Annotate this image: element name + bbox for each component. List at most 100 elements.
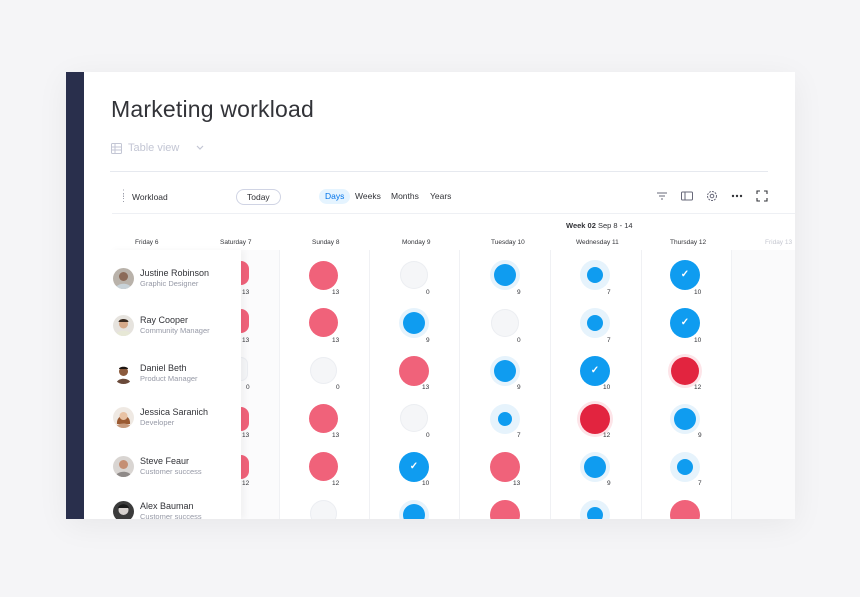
- avatar: [113, 268, 134, 289]
- header-divider: [110, 171, 768, 172]
- workload-bubble[interactable]: ✓: [670, 260, 700, 290]
- board-card: Marketing workload Table view ⋮ ⋮ Workloa…: [66, 72, 795, 519]
- workload-bubble[interactable]: [670, 452, 700, 482]
- person-row[interactable]: Jessica Saranich Developer: [110, 407, 241, 447]
- chevron-down-icon: [196, 145, 204, 150]
- workload-bubble[interactable]: [580, 404, 610, 434]
- day-header: Wednesday 11: [576, 239, 619, 246]
- workload-count: 13: [332, 432, 340, 439]
- person-role: Product Manager: [140, 374, 198, 383]
- workload-bubble[interactable]: [309, 404, 338, 433]
- workload-count: 9: [517, 289, 521, 296]
- timeline-top-border: [112, 213, 795, 214]
- workload-bubble[interactable]: [580, 260, 610, 290]
- workload-count: 7: [517, 432, 521, 439]
- workload-bubble[interactable]: [490, 404, 520, 434]
- workload-bubble[interactable]: [490, 500, 520, 519]
- workload-count: 13: [422, 384, 430, 391]
- fullscreen-icon[interactable]: [755, 189, 769, 203]
- workload-count: 12: [332, 480, 340, 487]
- column-separator: [641, 250, 642, 519]
- workload-count: 12: [694, 384, 702, 391]
- day-header: Tuesday 10: [491, 239, 525, 246]
- person-name: Alex Bauman: [140, 501, 194, 511]
- column-separator: [459, 250, 460, 519]
- scale-months[interactable]: Months: [391, 191, 419, 201]
- view-selector[interactable]: Table view: [111, 142, 207, 154]
- workload-bubble[interactable]: [309, 261, 338, 290]
- person-row[interactable]: Steve Feaur Customer success: [110, 456, 241, 496]
- workload-toolbar: ⋮ ⋮ Workload Today Days Weeks Months Year…: [110, 187, 775, 207]
- workload-count: 0: [426, 432, 430, 439]
- workload-bubble[interactable]: [399, 308, 429, 338]
- person-row[interactable]: Alex Bauman Customer success: [110, 501, 241, 519]
- workload-bubble[interactable]: [399, 356, 429, 386]
- workload-count: 7: [698, 480, 702, 487]
- drag-handle-icon[interactable]: ⋮ ⋮: [119, 188, 128, 203]
- today-button[interactable]: Today: [236, 189, 281, 205]
- workload-count: 9: [426, 337, 430, 344]
- panel-icon[interactable]: [680, 189, 694, 203]
- view-label: Table view: [128, 142, 180, 154]
- check-icon: ✓: [409, 460, 419, 472]
- workload-bubble[interactable]: [399, 500, 429, 519]
- workload-count: 13: [242, 337, 250, 344]
- person-name: Daniel Beth: [140, 363, 187, 373]
- workload-bubble[interactable]: [310, 500, 337, 519]
- workload-bubble[interactable]: [310, 357, 337, 384]
- workload-count: 10: [694, 289, 702, 296]
- workload-bubble[interactable]: [490, 260, 520, 290]
- workload-bubble[interactable]: [490, 356, 520, 386]
- day-header: Friday 6: [135, 239, 159, 246]
- person-name: Justine Robinson: [140, 268, 210, 278]
- workload-bubble[interactable]: ✓: [580, 356, 610, 386]
- left-navigation-strip: [66, 72, 84, 519]
- settings-icon[interactable]: [705, 189, 719, 203]
- person-name: Steve Feaur: [140, 456, 190, 466]
- person-row[interactable]: Justine Robinson Graphic Designer: [110, 268, 241, 308]
- workload-bubble[interactable]: [580, 500, 610, 519]
- day-header: Monday 9: [402, 239, 431, 246]
- workload-count: 7: [607, 289, 611, 296]
- workload-bubble[interactable]: ✓: [399, 452, 429, 482]
- column-separator: [550, 250, 551, 519]
- workload-bubble[interactable]: ✓: [670, 308, 700, 338]
- scale-weeks[interactable]: Weeks: [355, 191, 381, 201]
- workload-count: 13: [513, 480, 521, 487]
- workload-bubble[interactable]: [400, 261, 428, 289]
- workload-bubble[interactable]: [309, 452, 338, 481]
- more-icon[interactable]: [730, 189, 744, 203]
- workload-count: 9: [517, 384, 521, 391]
- workload-bubble[interactable]: [671, 357, 699, 385]
- person-role: Community Manager: [140, 326, 210, 335]
- person-name: Jessica Saranich: [140, 407, 209, 417]
- filter-icon[interactable]: [655, 189, 669, 203]
- workload-bubble[interactable]: [670, 404, 700, 434]
- person-role: Customer success: [140, 467, 202, 476]
- column-separator: [731, 250, 732, 519]
- workload-bubble[interactable]: [580, 308, 610, 338]
- workload-count: 0: [426, 289, 430, 296]
- scale-days[interactable]: Days: [319, 189, 351, 204]
- future-shade: [731, 250, 795, 519]
- person-row[interactable]: Ray Cooper Community Manager: [110, 315, 241, 355]
- table-icon: [111, 142, 122, 154]
- workload-bubble[interactable]: [491, 309, 519, 337]
- day-header: Friday 13: [765, 239, 793, 246]
- workload-bubble[interactable]: [670, 500, 700, 519]
- scale-years[interactable]: Years: [430, 191, 452, 201]
- workload-bubble[interactable]: [580, 452, 610, 482]
- day-header: Saturday 7: [220, 239, 252, 246]
- workload-count: 13: [332, 337, 340, 344]
- workload-bubble[interactable]: [309, 308, 338, 337]
- workload-count: 13: [332, 289, 340, 296]
- workload-count: 0: [246, 384, 250, 391]
- board-title[interactable]: Marketing workload: [111, 96, 315, 122]
- avatar: [113, 407, 134, 428]
- person-role: Developer: [140, 418, 175, 427]
- workload-bubble[interactable]: [400, 404, 428, 432]
- check-icon: ✓: [680, 316, 690, 328]
- column-separator: [279, 250, 280, 519]
- workload-bubble[interactable]: [490, 452, 520, 482]
- person-row[interactable]: Daniel Beth Product Manager: [110, 363, 241, 403]
